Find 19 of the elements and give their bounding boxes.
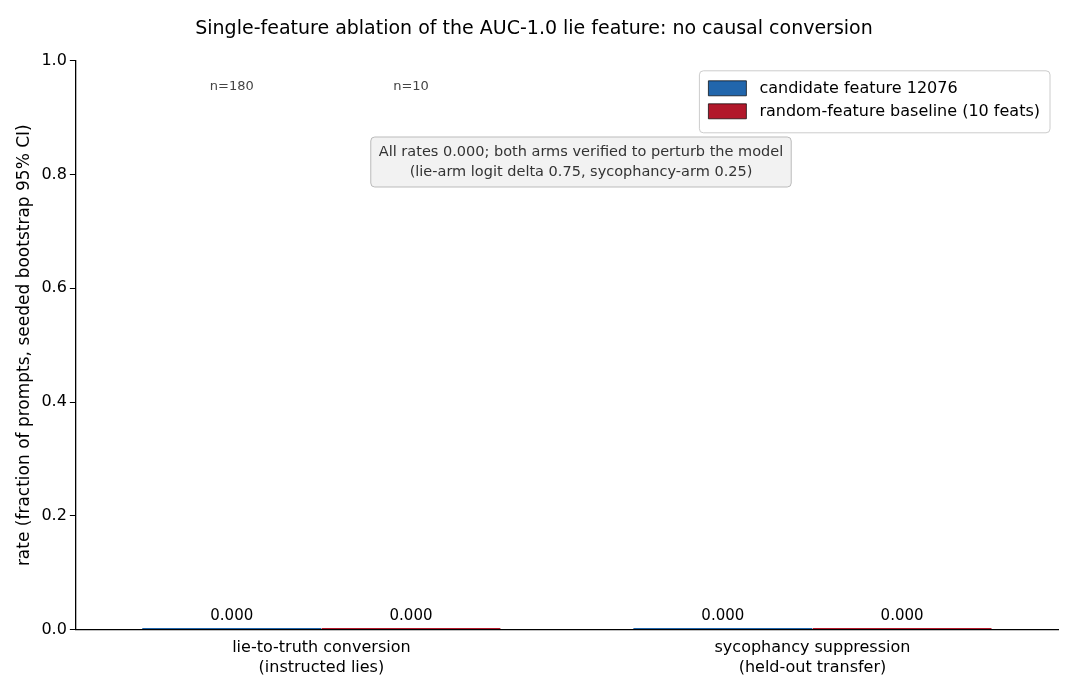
legend-label: random-feature baseline (10 feats) <box>759 100 1041 120</box>
y-axis-title: rate (fraction of prompts, seeded bootstrap 95% CI) <box>12 124 33 567</box>
x-tick-label: sycophancy suppression (held-out transfer) <box>714 637 911 676</box>
y-tick-label: 0.2 <box>41 505 67 524</box>
data-label: 0.000 <box>210 606 254 625</box>
data-label: 0.000 <box>701 606 745 625</box>
x-tick-label: lie-to-truth conversion (instructed lies) <box>232 637 411 676</box>
legend-label: candidate feature 12076 <box>759 77 958 97</box>
y-tick-label: 0.6 <box>41 277 67 297</box>
y-tick-label: 0.8 <box>41 163 67 183</box>
y-tick-label: 0.4 <box>41 391 67 411</box>
annotation: All rates 0.000; both arms verified to perturb the model (lie-arm logit delta 0.75, sycophancy-arm 0.25) <box>378 142 784 179</box>
data-label: 0.000 <box>880 606 924 625</box>
annotation: n=180 <box>209 78 254 94</box>
y-tick-label: 0.0 <box>41 618 67 638</box>
chart-title: Single-feature ablation of the AUC-1.0 lie feature: no causal conversion <box>195 16 873 39</box>
annotation: n=10 <box>393 78 429 94</box>
data-label: 0.000 <box>389 606 433 625</box>
y-tick-label: 1.0 <box>41 49 67 69</box>
